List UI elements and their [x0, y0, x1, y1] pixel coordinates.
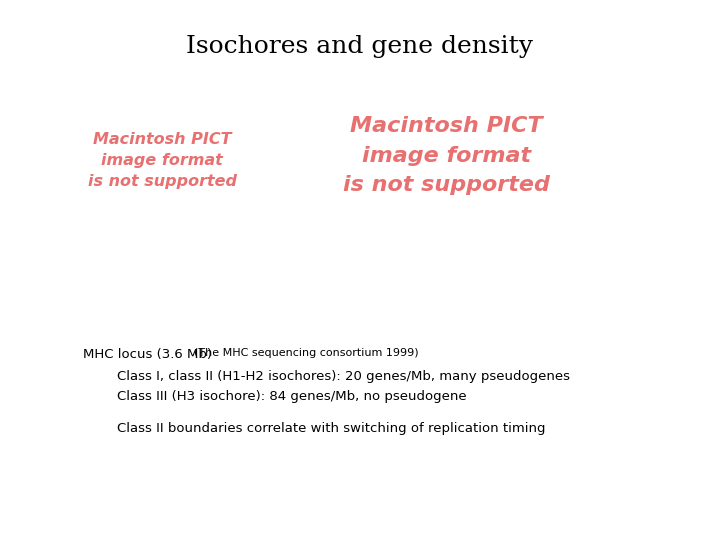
Text: Class I, class II (H1-H2 isochores): 20 genes/Mb, many pseudogenes: Class I, class II (H1-H2 isochores): 20 … [83, 370, 570, 383]
Text: Isochores and gene density: Isochores and gene density [186, 35, 534, 58]
Text: (The MHC sequencing consortium 1999): (The MHC sequencing consortium 1999) [194, 348, 419, 359]
Text: Class II boundaries correlate with switching of replication timing: Class II boundaries correlate with switc… [83, 422, 545, 435]
Text: Macintosh PICT
image format
is not supported: Macintosh PICT image format is not suppo… [88, 132, 236, 190]
Text: MHC locus (3.6 Mb): MHC locus (3.6 Mb) [83, 348, 216, 361]
Text: Class III (H3 isochore): 84 genes/Mb, no pseudogene: Class III (H3 isochore): 84 genes/Mb, no… [83, 390, 467, 403]
Text: Macintosh PICT
image format
is not supported: Macintosh PICT image format is not suppo… [343, 116, 550, 195]
